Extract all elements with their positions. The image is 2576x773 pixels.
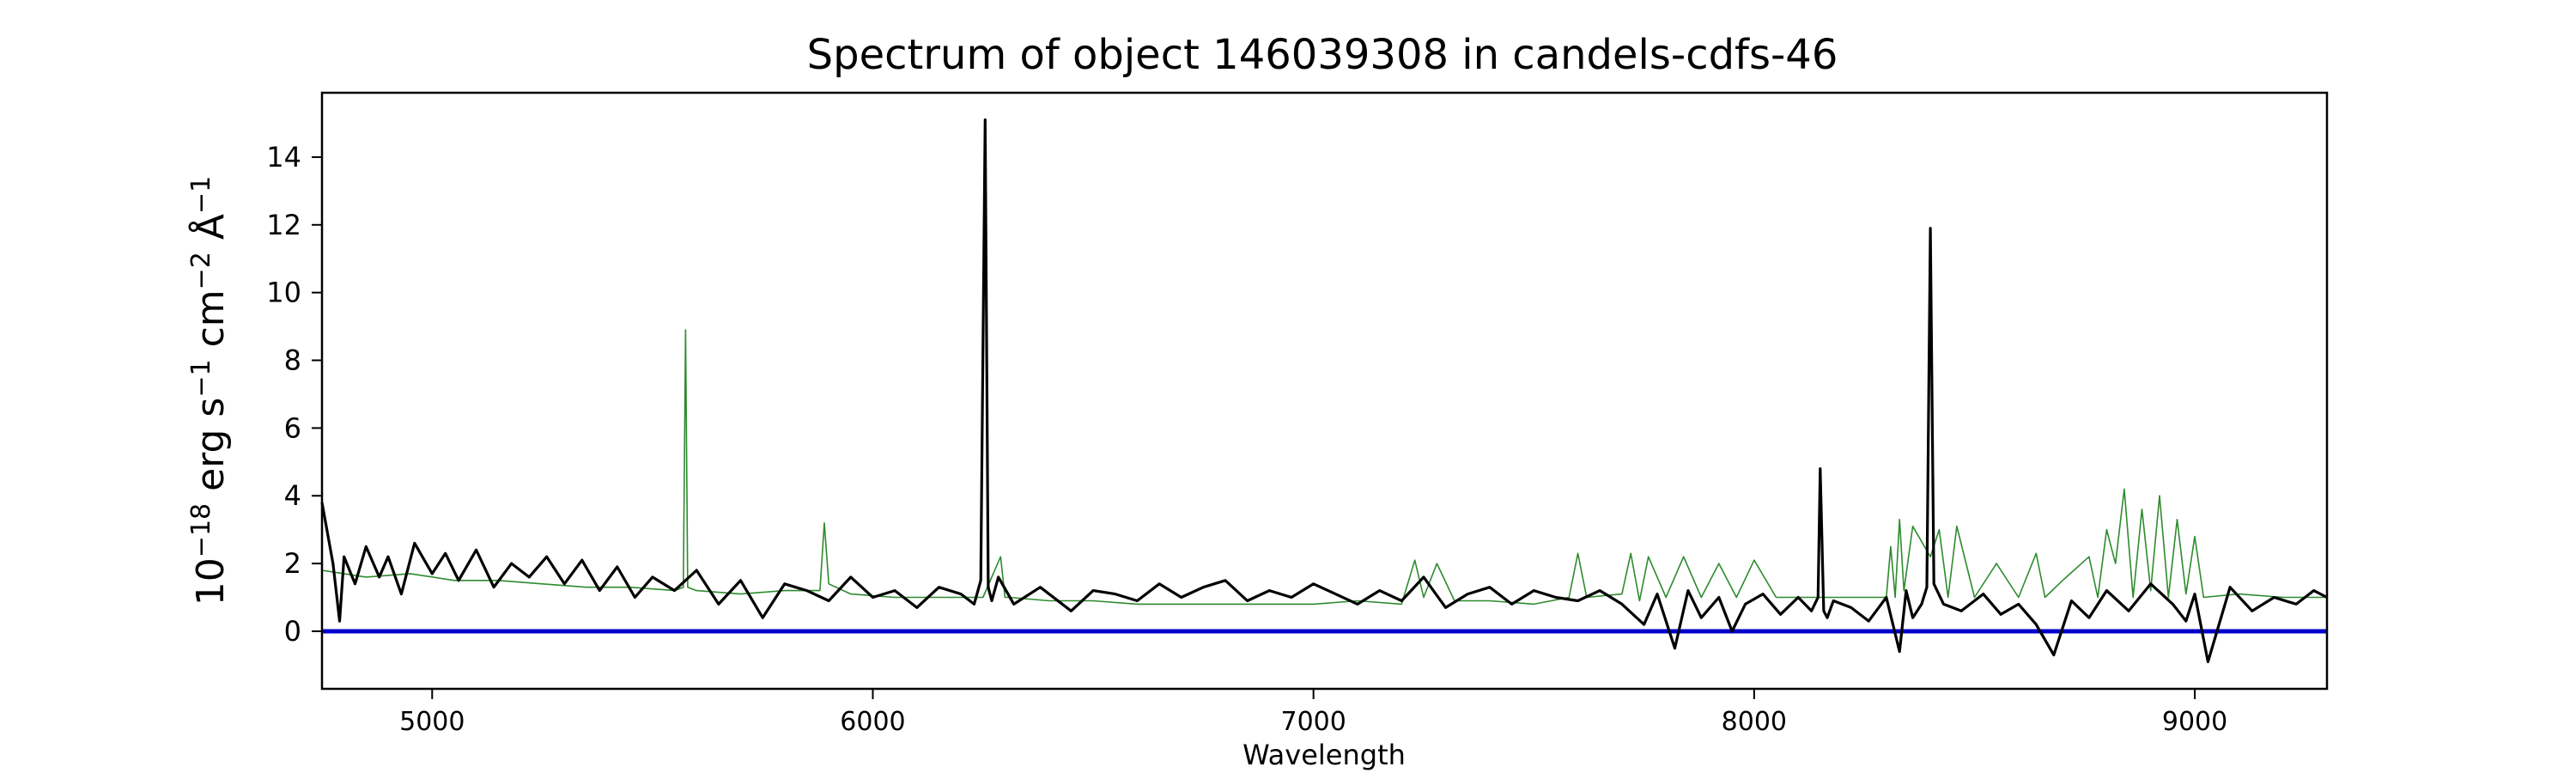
y-axis-label-unit-angstrom: Å bbox=[187, 214, 233, 252]
x-tick-label: 5000 bbox=[399, 707, 465, 737]
y-tick-label: 10 bbox=[266, 277, 301, 309]
y-axis-label-unit-erg-s: erg s bbox=[189, 398, 233, 503]
y-axis-label-unit-erg-s-exponent: −1 bbox=[186, 359, 216, 397]
x-axis-label: Wavelength bbox=[1242, 739, 1406, 771]
y-axis-label-base-exponent: −18 bbox=[186, 503, 216, 557]
y-tick-label: 6 bbox=[284, 411, 301, 444]
x-tick-label: 9000 bbox=[2162, 707, 2227, 737]
x-axis: 5000 6000 7000 8000 9000 bbox=[399, 689, 2227, 737]
y-tick-label: 12 bbox=[266, 209, 301, 241]
plot-area bbox=[320, 91, 2329, 691]
y-axis-label-unit-angstrom-exponent: −1 bbox=[186, 176, 216, 214]
y-tick-label: 8 bbox=[284, 344, 301, 377]
x-tick-label: 6000 bbox=[840, 707, 905, 737]
y-tick-label: 2 bbox=[284, 547, 301, 580]
y-axis-label-base: 10 bbox=[189, 557, 233, 606]
series-layer bbox=[320, 118, 2328, 664]
y-tick-label: 4 bbox=[284, 479, 301, 512]
chart-title: Spectrum of object 146039308 in candels-… bbox=[807, 31, 1838, 79]
x-tick-label: 8000 bbox=[1722, 707, 1787, 737]
y-axis-label-unit-cm: cm bbox=[189, 289, 233, 359]
y-axis-label: 10−18 erg s−1 cm−2 Å−1 bbox=[186, 176, 233, 606]
plot-background bbox=[322, 93, 2327, 689]
y-axis-label-unit-cm-exponent: −2 bbox=[186, 252, 216, 289]
x-tick-label: 7000 bbox=[1280, 707, 1346, 737]
series-line-spectrum bbox=[320, 118, 2328, 664]
plot-frame bbox=[320, 91, 2329, 691]
y-tick-label: 14 bbox=[266, 141, 301, 173]
series-line-model bbox=[321, 329, 2327, 606]
y-tick-label: 0 bbox=[284, 615, 301, 648]
y-axis: 0 2 4 6 8 10 12 14 bbox=[266, 141, 322, 648]
